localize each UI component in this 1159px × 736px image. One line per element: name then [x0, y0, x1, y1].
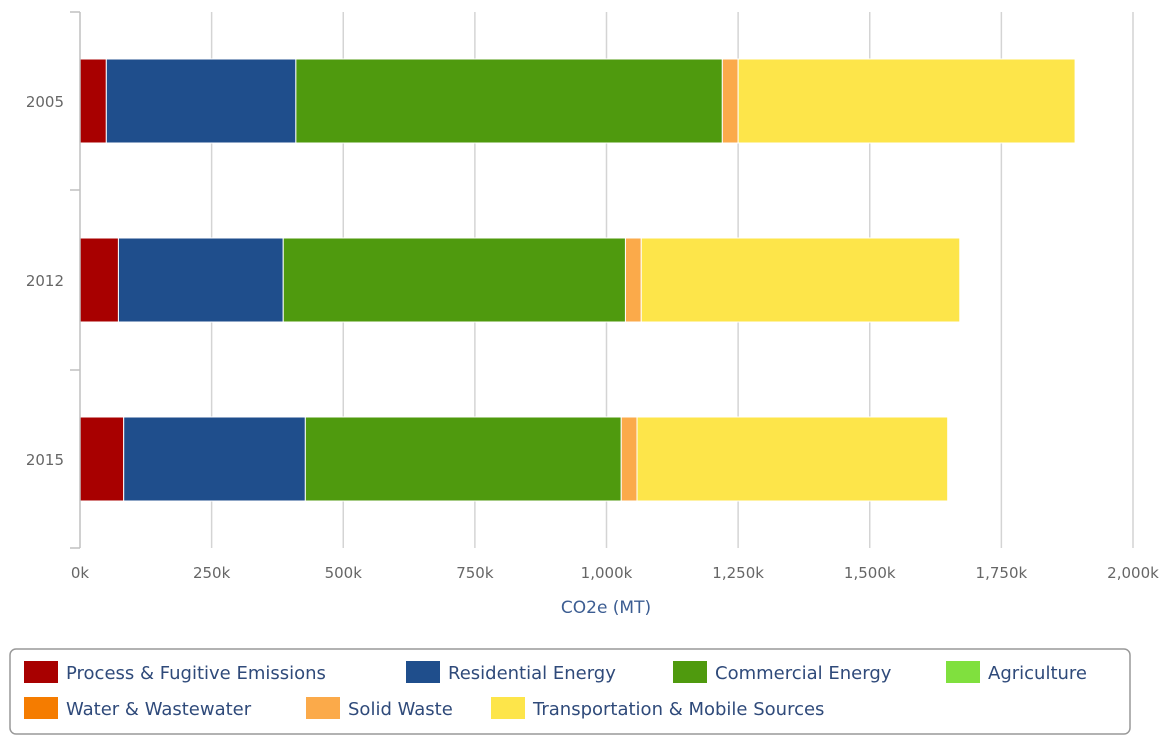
x-tick-label: 1,250k [712, 564, 764, 582]
x-tick-label: 0k [71, 564, 90, 582]
legend-box [9, 648, 1131, 735]
bar-segment [624, 237, 642, 323]
legend-swatch [24, 661, 58, 683]
bar-segment [620, 416, 638, 502]
x-axis-title: CO2e (MT) [561, 598, 651, 618]
bar-segment [295, 58, 723, 144]
legend-item-label[interactable]: Commercial Energy [715, 663, 892, 684]
legend-item-label[interactable]: Process & Fugitive Emissions [66, 663, 326, 684]
bar-segment [79, 237, 119, 323]
bar-segment [737, 58, 1076, 144]
x-tick-label: 1,000k [581, 564, 633, 582]
x-tick-label: 750k [456, 564, 494, 582]
x-tick-label: 2,000k [1107, 564, 1159, 582]
legend-item-label[interactable]: Water & Wastewater [66, 699, 252, 720]
legend-swatch [24, 697, 58, 719]
bar-segment [721, 58, 739, 144]
x-tick-label: 1,750k [976, 564, 1028, 582]
legend-swatch [306, 697, 340, 719]
y-tick-label: 2012 [26, 272, 64, 290]
bar-segment [79, 416, 125, 502]
y-tick-label: 2005 [26, 93, 64, 111]
legend-item-label[interactable]: Residential Energy [448, 663, 616, 684]
x-tick-label: 500k [325, 564, 363, 582]
legend-swatch [406, 661, 440, 683]
axes-layer: 0k 250k 500k 750k 1,000k 1,250k 1,500k 1,750k 2,… [26, 11, 1159, 582]
bar-segment [636, 416, 949, 502]
bar-segment [117, 237, 284, 323]
legend-swatch [673, 661, 707, 683]
y-tick-label: 2015 [26, 451, 64, 469]
legend-swatch [946, 661, 980, 683]
legend-swatch [491, 697, 525, 719]
bars-layer [79, 58, 1076, 502]
x-tick-label: 1,500k [844, 564, 896, 582]
legend-item-label[interactable]: Solid Waste [348, 699, 453, 720]
bar-segment [123, 416, 306, 502]
bar-segment [304, 416, 622, 502]
bar-segment [282, 237, 626, 323]
bar-segment [105, 58, 297, 144]
legend-item-label[interactable]: Agriculture [988, 663, 1087, 684]
x-tick-label: 250k [193, 564, 231, 582]
legend: Process & Fugitive Emissions Residential … [9, 648, 1131, 735]
bar-segment [640, 237, 961, 323]
legend-item-label[interactable]: Transportation & Mobile Sources [532, 699, 824, 720]
bar-segment [79, 58, 107, 144]
